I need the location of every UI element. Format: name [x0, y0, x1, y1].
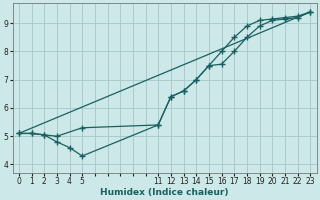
X-axis label: Humidex (Indice chaleur): Humidex (Indice chaleur) [100, 188, 229, 197]
